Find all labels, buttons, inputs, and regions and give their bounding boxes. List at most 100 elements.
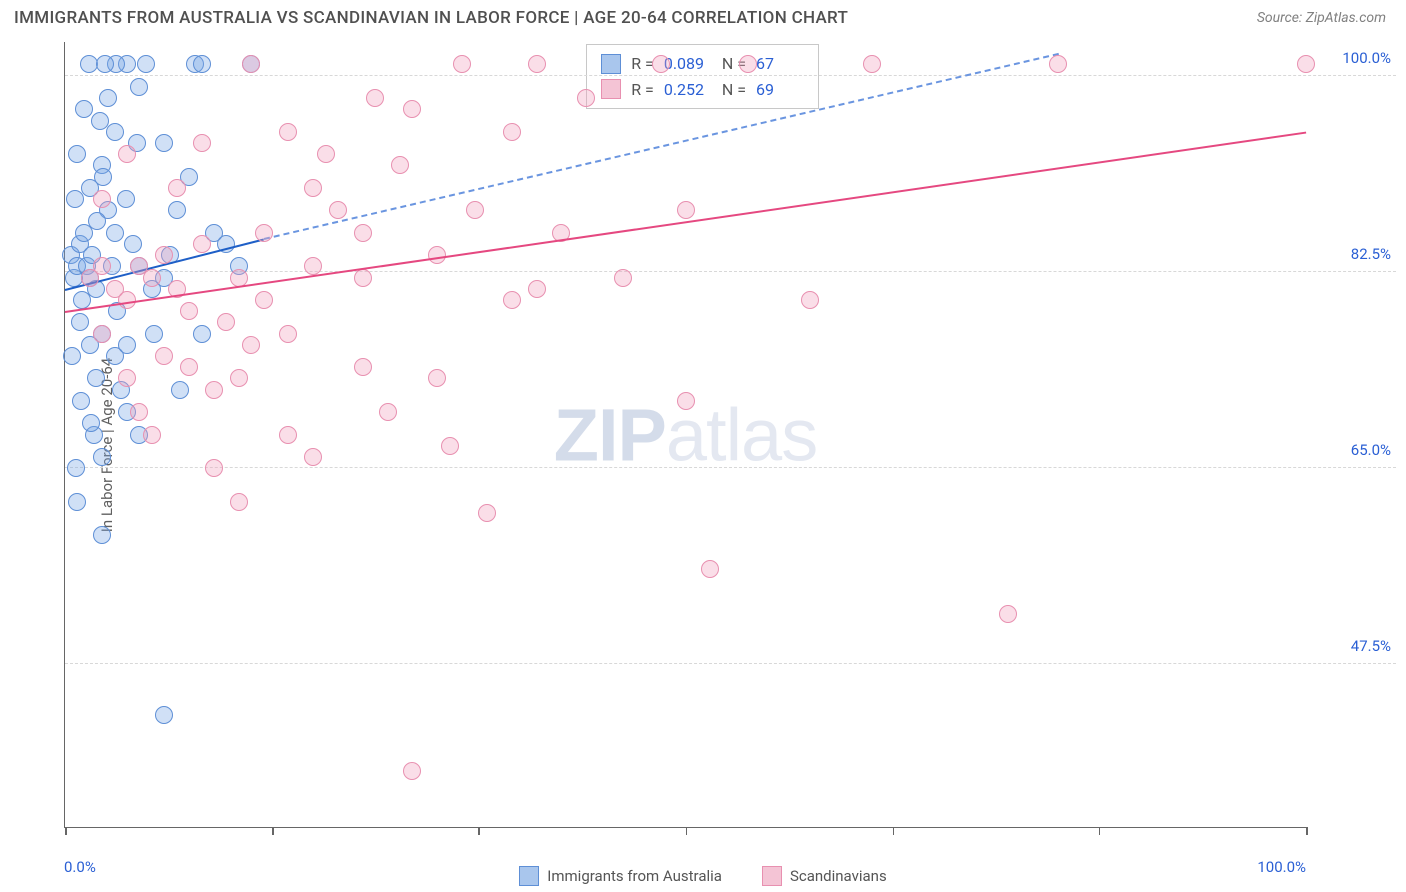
data-point: [503, 291, 521, 309]
data-point: [93, 257, 111, 275]
data-point: [193, 134, 211, 152]
series-swatch: [601, 79, 621, 99]
r-value: 0.089: [664, 51, 712, 77]
r-label: R =: [631, 77, 654, 103]
data-point: [652, 55, 670, 73]
data-point: [801, 291, 819, 309]
data-point: [155, 706, 173, 724]
data-point: [304, 257, 322, 275]
data-point: [93, 190, 111, 208]
trend-line: [65, 132, 1306, 313]
data-point: [1049, 55, 1067, 73]
data-point: [366, 89, 384, 107]
source-label: Source: ZipAtlas.com: [1257, 10, 1386, 26]
data-point: [329, 201, 347, 219]
data-point: [428, 246, 446, 264]
data-point: [453, 55, 471, 73]
r-value: 0.252: [664, 77, 712, 103]
data-point: [91, 112, 109, 130]
n-value: 69: [756, 77, 804, 103]
legend-swatch: [762, 866, 782, 886]
data-point: [354, 358, 372, 376]
data-point: [193, 325, 211, 343]
data-point: [677, 201, 695, 219]
data-point: [71, 313, 89, 331]
gridline: [65, 467, 1396, 468]
gridline: [65, 75, 1396, 76]
data-point: [180, 302, 198, 320]
data-point: [171, 381, 189, 399]
x-tick: [1099, 827, 1101, 835]
data-point: [193, 55, 211, 73]
data-point: [118, 145, 136, 163]
x-tick: [478, 827, 480, 835]
plot-area: In Labor Force | Age 20-64 ZIPatlas R =0…: [30, 42, 1396, 848]
legend-label: Immigrants from Australia: [547, 867, 722, 885]
r-label: R =: [631, 51, 654, 77]
data-point: [217, 313, 235, 331]
data-point: [403, 100, 421, 118]
data-point: [205, 459, 223, 477]
data-point: [255, 224, 273, 242]
chart-title: IMMIGRANTS FROM AUSTRALIA VS SCANDINAVIA…: [14, 8, 848, 28]
x-tick: [893, 827, 895, 835]
data-point: [230, 269, 248, 287]
data-point: [304, 179, 322, 197]
data-point: [466, 201, 484, 219]
data-point: [118, 291, 136, 309]
stats-legend-box: R =0.089N =67R =0.252N =69: [586, 44, 819, 109]
legend-swatch: [519, 866, 539, 886]
data-point: [528, 280, 546, 298]
data-point: [93, 526, 111, 544]
data-point: [242, 336, 260, 354]
data-point: [155, 347, 173, 365]
x-tick: [272, 827, 274, 835]
data-point: [155, 246, 173, 264]
data-point: [66, 190, 84, 208]
data-point: [130, 403, 148, 421]
data-point: [106, 123, 124, 141]
legend-item: Scandinavians: [762, 866, 887, 886]
data-point: [143, 426, 161, 444]
data-point: [118, 336, 136, 354]
data-point: [68, 145, 86, 163]
data-point: [155, 134, 173, 152]
data-point: [205, 381, 223, 399]
data-point: [577, 89, 595, 107]
data-point: [72, 392, 90, 410]
data-point: [93, 448, 111, 466]
data-point: [677, 392, 695, 410]
data-point: [99, 89, 117, 107]
data-point: [75, 100, 93, 118]
data-point: [137, 55, 155, 73]
data-point: [168, 179, 186, 197]
x-tick: [686, 827, 688, 835]
data-point: [999, 605, 1017, 623]
x-tick: [65, 827, 67, 835]
data-point: [180, 358, 198, 376]
data-point: [117, 190, 135, 208]
data-point: [317, 145, 335, 163]
scatter-plot: ZIPatlas R =0.089N =67R =0.252N =69 47.5…: [64, 42, 1306, 828]
legend-label: Scandinavians: [790, 867, 887, 885]
data-point: [230, 493, 248, 511]
data-point: [67, 459, 85, 477]
y-tick-label: 82.5%: [1351, 245, 1391, 263]
data-point: [63, 347, 81, 365]
data-point: [279, 123, 297, 141]
y-tick-label: 100.0%: [1342, 49, 1391, 67]
data-point: [304, 448, 322, 466]
data-point: [863, 55, 881, 73]
data-point: [354, 224, 372, 242]
bottom-legend: Immigrants from Australia Scandinavians: [0, 866, 1406, 886]
data-point: [168, 201, 186, 219]
stats-row: R =0.252N =69: [601, 77, 804, 103]
data-point: [118, 369, 136, 387]
data-point: [379, 403, 397, 421]
data-point: [614, 269, 632, 287]
data-point: [279, 426, 297, 444]
data-point: [255, 291, 273, 309]
data-point: [143, 269, 161, 287]
data-point: [96, 55, 114, 73]
data-point: [106, 224, 124, 242]
